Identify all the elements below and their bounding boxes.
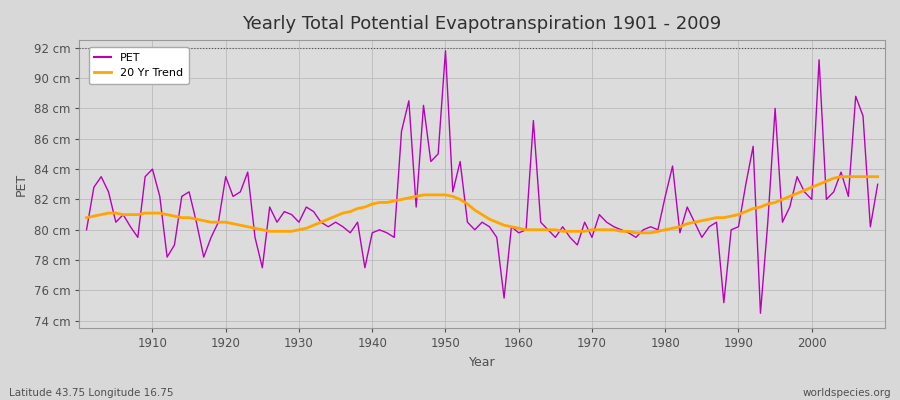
Text: Latitude 43.75 Longitude 16.75: Latitude 43.75 Longitude 16.75 bbox=[9, 388, 174, 398]
X-axis label: Year: Year bbox=[469, 356, 495, 369]
Title: Yearly Total Potential Evapotranspiration 1901 - 2009: Yearly Total Potential Evapotranspiratio… bbox=[242, 15, 722, 33]
Y-axis label: PET: PET bbox=[15, 173, 28, 196]
Text: worldspecies.org: worldspecies.org bbox=[803, 388, 891, 398]
Legend: PET, 20 Yr Trend: PET, 20 Yr Trend bbox=[89, 47, 189, 84]
